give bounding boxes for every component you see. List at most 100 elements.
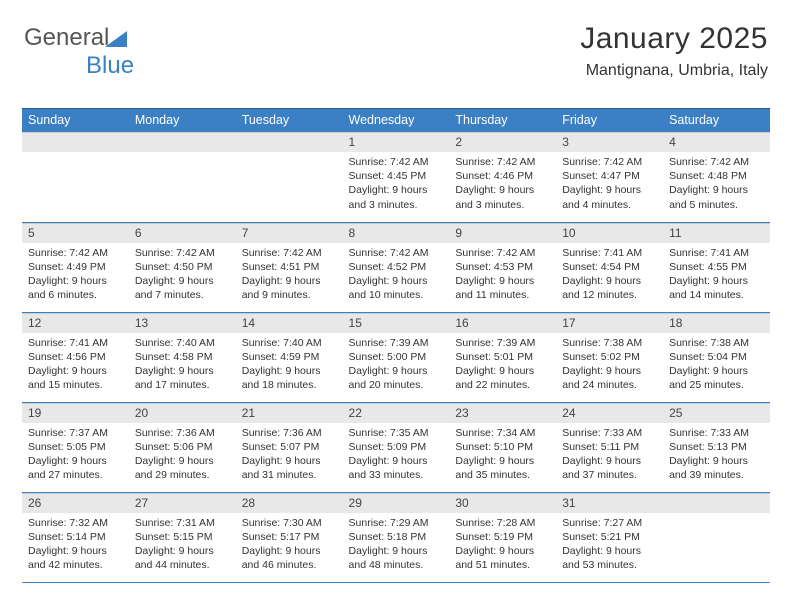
daylight-line: Daylight: 9 hours and 27 minutes.	[28, 454, 123, 482]
day-details: Sunrise: 7:39 AMSunset: 5:01 PMDaylight:…	[449, 333, 556, 397]
daylight-line: Daylight: 9 hours and 37 minutes.	[562, 454, 657, 482]
calendar-day-cell: 1Sunrise: 7:42 AMSunset: 4:45 PMDaylight…	[343, 132, 450, 222]
sunset-line: Sunset: 4:46 PM	[455, 169, 550, 183]
sunset-line: Sunset: 5:04 PM	[669, 350, 764, 364]
sunset-line: Sunset: 5:19 PM	[455, 530, 550, 544]
day-number: 15	[343, 313, 450, 333]
calendar-day-cell: 18Sunrise: 7:38 AMSunset: 5:04 PMDayligh…	[663, 312, 770, 402]
daylight-line: Daylight: 9 hours and 4 minutes.	[562, 183, 657, 211]
calendar-day-cell	[663, 492, 770, 582]
calendar-day-cell: 14Sunrise: 7:40 AMSunset: 4:59 PMDayligh…	[236, 312, 343, 402]
day-details: Sunrise: 7:42 AMSunset: 4:52 PMDaylight:…	[343, 243, 450, 307]
sunrise-line: Sunrise: 7:39 AM	[455, 336, 550, 350]
sunset-line: Sunset: 4:45 PM	[349, 169, 444, 183]
sunrise-line: Sunrise: 7:38 AM	[669, 336, 764, 350]
calendar-week-row: 12Sunrise: 7:41 AMSunset: 4:56 PMDayligh…	[22, 312, 770, 402]
sunset-line: Sunset: 4:52 PM	[349, 260, 444, 274]
day-number: 14	[236, 313, 343, 333]
day-details	[22, 152, 129, 159]
daylight-line: Daylight: 9 hours and 3 minutes.	[349, 183, 444, 211]
day-details: Sunrise: 7:37 AMSunset: 5:05 PMDaylight:…	[22, 423, 129, 487]
calendar-day-cell: 29Sunrise: 7:29 AMSunset: 5:18 PMDayligh…	[343, 492, 450, 582]
day-details: Sunrise: 7:32 AMSunset: 5:14 PMDaylight:…	[22, 513, 129, 577]
calendar-day-cell: 31Sunrise: 7:27 AMSunset: 5:21 PMDayligh…	[556, 492, 663, 582]
calendar-day-cell: 5Sunrise: 7:42 AMSunset: 4:49 PMDaylight…	[22, 222, 129, 312]
sunrise-line: Sunrise: 7:29 AM	[349, 516, 444, 530]
day-number: 2	[449, 132, 556, 152]
day-number: 29	[343, 493, 450, 513]
day-details: Sunrise: 7:30 AMSunset: 5:17 PMDaylight:…	[236, 513, 343, 577]
daylight-line: Daylight: 9 hours and 25 minutes.	[669, 364, 764, 392]
day-number: 31	[556, 493, 663, 513]
sunset-line: Sunset: 5:05 PM	[28, 440, 123, 454]
day-details: Sunrise: 7:38 AMSunset: 5:02 PMDaylight:…	[556, 333, 663, 397]
day-details: Sunrise: 7:42 AMSunset: 4:51 PMDaylight:…	[236, 243, 343, 307]
calendar-day-cell	[129, 132, 236, 222]
calendar-day-cell: 28Sunrise: 7:30 AMSunset: 5:17 PMDayligh…	[236, 492, 343, 582]
sunset-line: Sunset: 4:56 PM	[28, 350, 123, 364]
daylight-line: Daylight: 9 hours and 11 minutes.	[455, 274, 550, 302]
day-number: 17	[556, 313, 663, 333]
sunset-line: Sunset: 5:00 PM	[349, 350, 444, 364]
calendar-day-cell	[22, 132, 129, 222]
sunset-line: Sunset: 4:49 PM	[28, 260, 123, 274]
sunrise-line: Sunrise: 7:37 AM	[28, 426, 123, 440]
day-details: Sunrise: 7:34 AMSunset: 5:10 PMDaylight:…	[449, 423, 556, 487]
day-details: Sunrise: 7:29 AMSunset: 5:18 PMDaylight:…	[343, 513, 450, 577]
day-details: Sunrise: 7:31 AMSunset: 5:15 PMDaylight:…	[129, 513, 236, 577]
day-number: 10	[556, 223, 663, 243]
calendar-day-cell: 6Sunrise: 7:42 AMSunset: 4:50 PMDaylight…	[129, 222, 236, 312]
day-details: Sunrise: 7:36 AMSunset: 5:07 PMDaylight:…	[236, 423, 343, 487]
day-details: Sunrise: 7:33 AMSunset: 5:13 PMDaylight:…	[663, 423, 770, 487]
calendar-day-cell: 27Sunrise: 7:31 AMSunset: 5:15 PMDayligh…	[129, 492, 236, 582]
weekday-header: Tuesday	[236, 109, 343, 133]
day-details: Sunrise: 7:42 AMSunset: 4:50 PMDaylight:…	[129, 243, 236, 307]
daylight-line: Daylight: 9 hours and 3 minutes.	[455, 183, 550, 211]
brand-logo: General Blue	[24, 24, 134, 80]
day-number: 1	[343, 132, 450, 152]
day-details: Sunrise: 7:38 AMSunset: 5:04 PMDaylight:…	[663, 333, 770, 397]
day-number: 3	[556, 132, 663, 152]
day-number	[22, 132, 129, 152]
day-details: Sunrise: 7:40 AMSunset: 4:58 PMDaylight:…	[129, 333, 236, 397]
calendar-day-cell: 16Sunrise: 7:39 AMSunset: 5:01 PMDayligh…	[449, 312, 556, 402]
weekday-header: Thursday	[449, 109, 556, 133]
sunrise-line: Sunrise: 7:35 AM	[349, 426, 444, 440]
sunrise-line: Sunrise: 7:36 AM	[242, 426, 337, 440]
page-header: January 2025 Mantignana, Umbria, Italy	[580, 22, 768, 80]
calendar-week-row: 5Sunrise: 7:42 AMSunset: 4:49 PMDaylight…	[22, 222, 770, 312]
sunrise-line: Sunrise: 7:42 AM	[455, 246, 550, 260]
day-number: 23	[449, 403, 556, 423]
weekday-header: Sunday	[22, 109, 129, 133]
calendar-week-row: 26Sunrise: 7:32 AMSunset: 5:14 PMDayligh…	[22, 492, 770, 582]
sunset-line: Sunset: 5:14 PM	[28, 530, 123, 544]
daylight-line: Daylight: 9 hours and 33 minutes.	[349, 454, 444, 482]
calendar-day-cell: 10Sunrise: 7:41 AMSunset: 4:54 PMDayligh…	[556, 222, 663, 312]
sunset-line: Sunset: 5:15 PM	[135, 530, 230, 544]
day-number: 28	[236, 493, 343, 513]
day-number: 9	[449, 223, 556, 243]
day-number: 18	[663, 313, 770, 333]
sunset-line: Sunset: 4:54 PM	[562, 260, 657, 274]
sunrise-line: Sunrise: 7:33 AM	[562, 426, 657, 440]
sunrise-line: Sunrise: 7:31 AM	[135, 516, 230, 530]
brand-triangle-icon	[105, 31, 127, 47]
sunset-line: Sunset: 4:58 PM	[135, 350, 230, 364]
day-details: Sunrise: 7:28 AMSunset: 5:19 PMDaylight:…	[449, 513, 556, 577]
calendar-table: SundayMondayTuesdayWednesdayThursdayFrid…	[22, 108, 770, 583]
sunrise-line: Sunrise: 7:41 AM	[669, 246, 764, 260]
sunset-line: Sunset: 5:17 PM	[242, 530, 337, 544]
day-details: Sunrise: 7:42 AMSunset: 4:48 PMDaylight:…	[663, 152, 770, 216]
sunrise-line: Sunrise: 7:40 AM	[242, 336, 337, 350]
daylight-line: Daylight: 9 hours and 5 minutes.	[669, 183, 764, 211]
day-number: 13	[129, 313, 236, 333]
day-details: Sunrise: 7:41 AMSunset: 4:55 PMDaylight:…	[663, 243, 770, 307]
sunset-line: Sunset: 4:50 PM	[135, 260, 230, 274]
daylight-line: Daylight: 9 hours and 7 minutes.	[135, 274, 230, 302]
day-number: 21	[236, 403, 343, 423]
day-number	[663, 493, 770, 513]
sunrise-line: Sunrise: 7:42 AM	[455, 155, 550, 169]
day-details: Sunrise: 7:35 AMSunset: 5:09 PMDaylight:…	[343, 423, 450, 487]
daylight-line: Daylight: 9 hours and 31 minutes.	[242, 454, 337, 482]
day-details: Sunrise: 7:33 AMSunset: 5:11 PMDaylight:…	[556, 423, 663, 487]
